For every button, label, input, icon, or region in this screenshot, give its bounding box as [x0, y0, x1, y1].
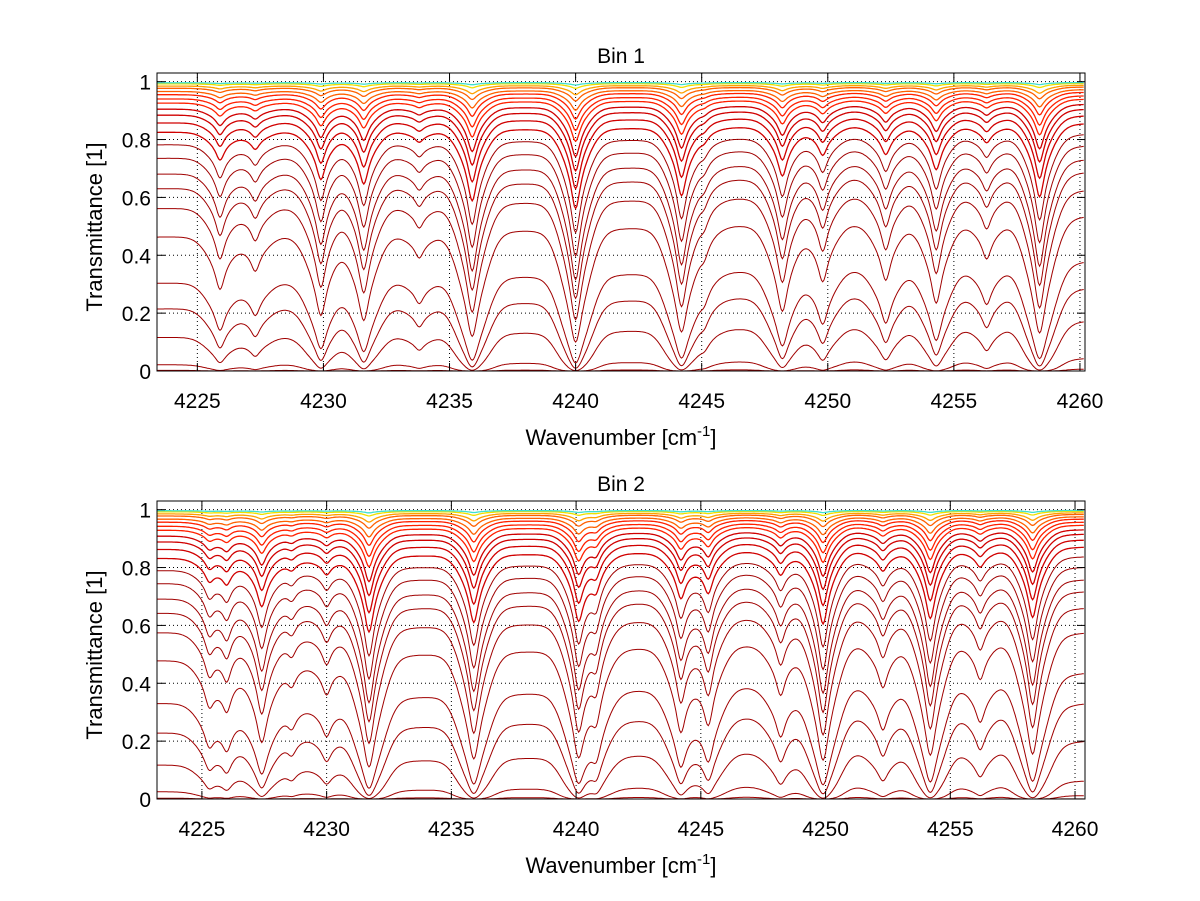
- x-tick-label: 4260: [1052, 818, 1099, 841]
- series-line-21: [157, 86, 1084, 102]
- x-tick-label: 4250: [802, 818, 849, 841]
- series-line-15: [157, 108, 1084, 173]
- y-tick-label: 0.2: [122, 731, 151, 754]
- y-tick-label: 1: [139, 500, 151, 523]
- series-line-3: [157, 780, 1084, 799]
- series-line-4: [157, 321, 1084, 371]
- series-line-24: [157, 81, 1084, 86]
- x-axis-label-end: ]: [710, 425, 716, 450]
- series-line-20: [157, 89, 1084, 111]
- series-line-19: [157, 91, 1084, 120]
- x-axis-label-main: Wavenumber [cm: [525, 425, 697, 450]
- series-line-5: [157, 703, 1084, 796]
- subplot-1: 4225 4230 4235 4240 4245 4250 4255 4260 0 0.2 0.4 0…: [82, 45, 1103, 450]
- series-line-22: [157, 512, 1084, 523]
- y-tick-label: 0.2: [122, 303, 151, 326]
- series-line-20: [157, 516, 1084, 538]
- x-tick-label: 4240: [553, 818, 600, 841]
- subplot-2: 4225 4230 4235 4240 4245 4250 4255 4260 0 0.2 0.4 0…: [82, 473, 1098, 878]
- series-line-10: [157, 579, 1084, 704]
- series-line-12: [157, 134, 1084, 234]
- series-group: [157, 509, 1084, 799]
- series-line-22: [157, 84, 1084, 96]
- x-tick-label: 4230: [303, 818, 350, 841]
- y-tick-label: 0.8: [122, 558, 151, 581]
- y-axis-label: Transmittance [1]: [82, 142, 107, 311]
- series-line-17: [157, 524, 1084, 568]
- y-tick-label: 0: [139, 789, 151, 812]
- chart-title: Bin 2: [597, 473, 645, 496]
- series-line-24: [157, 509, 1084, 514]
- x-tick-label: 4245: [677, 818, 724, 841]
- x-tick-label: 4225: [174, 390, 221, 413]
- y-tick-label: 0: [139, 361, 151, 384]
- series-line-14: [157, 115, 1084, 190]
- series-line-16: [157, 529, 1084, 583]
- series-line-18: [157, 95, 1084, 132]
- y-tick-label: 0.8: [122, 130, 151, 153]
- y-tick-label: 0.4: [122, 673, 152, 696]
- axes-box: [156, 72, 1086, 372]
- series-line-18: [157, 521, 1084, 558]
- x-axis-label-superscript: -1: [697, 851, 710, 868]
- series-line-11: [157, 567, 1084, 681]
- x-tick-label: 4240: [552, 390, 599, 413]
- series-line-8: [157, 608, 1084, 745]
- series-line-10: [157, 159, 1084, 281]
- series-line-9: [157, 172, 1084, 300]
- series-line-14: [157, 539, 1084, 614]
- y-tick-label: 1: [139, 72, 151, 95]
- series-line-11: [157, 145, 1084, 258]
- x-axis-label: Wavenumber [cm-1]: [525, 423, 716, 450]
- series-line-6: [157, 262, 1084, 364]
- x-tick-label: 4260: [1057, 390, 1104, 413]
- series-line-9: [157, 591, 1084, 723]
- x-tick-label: 4235: [426, 390, 473, 413]
- series-line-6: [157, 673, 1084, 789]
- x-tick-label: 4255: [927, 818, 974, 841]
- series-group: [157, 81, 1084, 371]
- y-tick-label: 0.6: [122, 615, 151, 638]
- series-line-13: [157, 123, 1084, 210]
- series-line-12: [157, 556, 1084, 658]
- series-line-5: [157, 289, 1084, 369]
- x-tick-label: 4235: [428, 818, 475, 841]
- series-line-8: [157, 190, 1084, 321]
- series-line-3: [157, 358, 1084, 371]
- y-tick-label: 0.6: [122, 187, 151, 210]
- series-line-23: [157, 82, 1084, 89]
- chart-title: Bin 1: [597, 45, 645, 68]
- series-line-7: [157, 632, 1084, 768]
- series-line-19: [157, 518, 1084, 547]
- x-axis-label-end: ]: [710, 853, 716, 878]
- x-tick-label: 4245: [678, 390, 725, 413]
- x-axis-label: Wavenumber [cm-1]: [525, 851, 716, 878]
- series-line-21: [157, 513, 1084, 529]
- x-tick-label: 4255: [931, 390, 978, 413]
- series-line-16: [157, 103, 1084, 158]
- axes-box: [156, 500, 1086, 800]
- x-tick-label: 4225: [179, 818, 226, 841]
- series-line-7: [157, 216, 1084, 343]
- x-tick-label: 4230: [300, 390, 347, 413]
- series-line-23: [157, 510, 1084, 517]
- x-tick-label: 4250: [804, 390, 851, 413]
- series-line-13: [157, 546, 1084, 634]
- x-axis-label-main: Wavenumber [cm: [525, 853, 697, 878]
- y-axis-label: Transmittance [1]: [82, 570, 107, 739]
- y-tick-label: 0.4: [122, 245, 152, 268]
- x-axis-label-superscript: -1: [697, 423, 710, 440]
- series-line-17: [157, 98, 1084, 143]
- series-line-4: [157, 741, 1084, 799]
- series-line-15: [157, 533, 1084, 597]
